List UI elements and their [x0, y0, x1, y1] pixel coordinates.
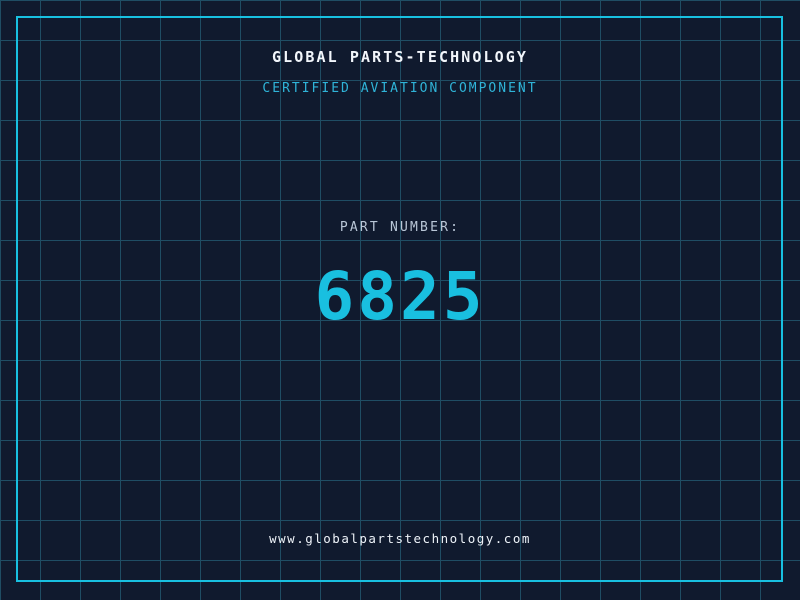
part-number-label: PART NUMBER: [339, 220, 461, 235]
part-number-value: 6825 [314, 258, 486, 335]
website-url: www.globalpartstechnology.com [269, 531, 531, 546]
certification-subtitle: CERTIFIED AVIATION COMPONENT [262, 81, 538, 96]
company-title: GLOBAL PARTS-TECHNOLOGY [271, 48, 528, 66]
